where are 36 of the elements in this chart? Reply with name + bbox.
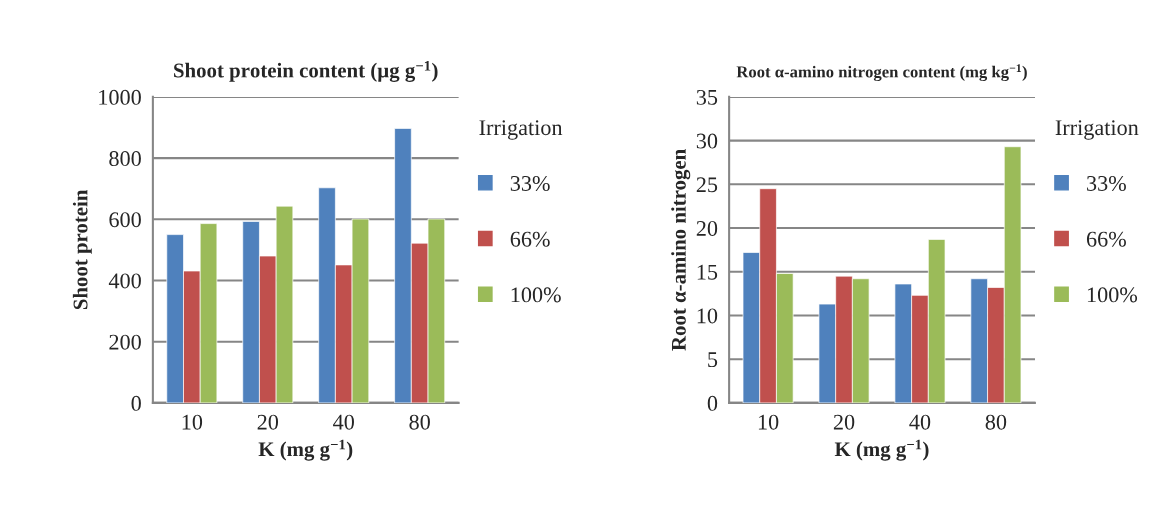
legend-label: 33% xyxy=(510,175,550,191)
x-tick-label: 10 xyxy=(182,414,203,430)
x-axis-title: K (mg g$^{−1}$) xyxy=(258,439,353,461)
y-tick-label: 30 xyxy=(696,133,718,149)
legend-label: 66% xyxy=(510,231,550,247)
y-tick-label: 600 xyxy=(109,212,141,228)
y-axis-title: Shoot protein xyxy=(72,189,92,310)
legend-label: 100% xyxy=(511,287,561,303)
x-tick-label: 20 xyxy=(257,414,279,430)
legend-label: 100% xyxy=(1087,287,1138,303)
x-tick-label: 40 xyxy=(909,414,931,430)
x-tick-label: 80 xyxy=(985,414,1007,430)
x-tick-label: 20 xyxy=(833,414,855,430)
y-tick-label: 20 xyxy=(696,220,718,236)
legend-title: Irrigation xyxy=(1055,120,1139,140)
y-axis-title: Root α-amino nitrogen xyxy=(671,149,691,351)
y-tick-label: 1000 xyxy=(99,89,141,105)
legend-title: Irrigation xyxy=(479,120,563,140)
y-tick-label: 800 xyxy=(109,151,141,167)
y-tick-label: 0 xyxy=(131,395,141,411)
legend-label: 66% xyxy=(1086,231,1126,247)
y-tick-label: 15 xyxy=(697,264,718,280)
x-tick-label: 40 xyxy=(333,414,354,430)
y-tick-label: 200 xyxy=(109,334,141,350)
chart-title: Root α-amino nitrogen content (mg kg$^{−1}$) xyxy=(736,64,1027,82)
y-tick-label: 0 xyxy=(707,395,718,411)
x-tick-label: 10 xyxy=(758,414,779,430)
y-tick-label: 10 xyxy=(697,308,718,324)
y-tick-label: 25 xyxy=(696,177,718,193)
y-tick-label: 400 xyxy=(108,273,141,289)
x-tick-label: 80 xyxy=(409,414,430,430)
x-axis-title: K (mg g$^{−1}$) xyxy=(834,439,929,461)
chart-title: Shoot protein content (µg g$^{−1}$) xyxy=(174,61,438,82)
y-tick-label: 5 xyxy=(708,352,718,368)
y-tick-label: 35 xyxy=(696,89,718,105)
legend-label: 33% xyxy=(1087,175,1126,191)
